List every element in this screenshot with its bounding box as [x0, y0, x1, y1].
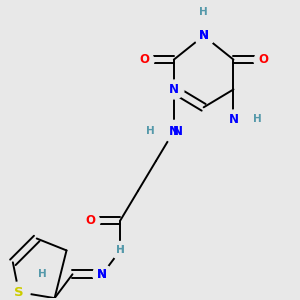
- Text: H: H: [146, 126, 154, 136]
- Text: N: N: [169, 83, 179, 96]
- Text: N: N: [169, 125, 179, 138]
- Text: H: H: [116, 245, 124, 255]
- Text: H: H: [199, 7, 208, 17]
- Text: H: H: [116, 245, 124, 255]
- Text: N: N: [199, 29, 209, 42]
- Text: O: O: [85, 214, 95, 227]
- Text: N: N: [229, 113, 238, 126]
- Text: H: H: [253, 114, 262, 124]
- Text: O: O: [258, 53, 268, 66]
- Text: N: N: [173, 125, 183, 138]
- Text: N: N: [199, 29, 209, 42]
- Text: H: H: [38, 269, 47, 279]
- Text: S: S: [14, 286, 24, 299]
- Text: N: N: [97, 268, 107, 281]
- Text: O: O: [139, 53, 149, 66]
- Text: N: N: [97, 268, 107, 281]
